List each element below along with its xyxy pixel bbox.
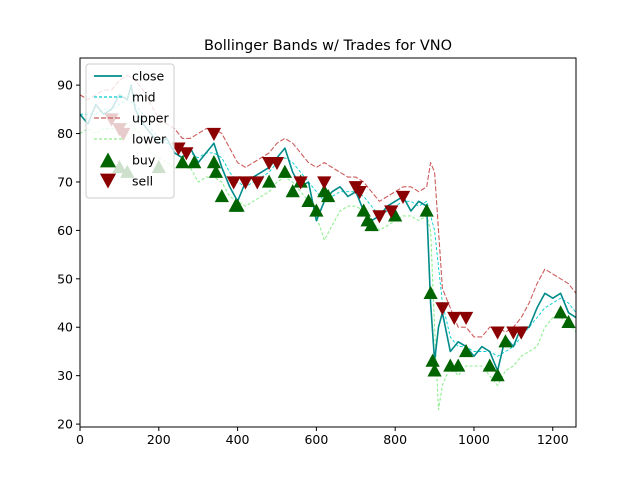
sell-marker (179, 147, 194, 161)
sell-marker (395, 190, 411, 204)
x-tick-label: 400 (226, 432, 250, 447)
buy-marker (321, 188, 336, 203)
buy-marker (419, 203, 434, 217)
axes-frame (79, 57, 577, 428)
buy-marker (553, 305, 568, 319)
sell-marker (250, 176, 265, 190)
sell-marker (435, 302, 450, 316)
legend: close mid upper lower buy sell (85, 63, 175, 199)
legend-label-close: close (132, 69, 165, 84)
x-tick-label: 600 (304, 432, 328, 447)
y-tick-label: 50 (57, 271, 73, 286)
sell-marker (490, 326, 505, 340)
sell-marker (171, 142, 186, 156)
sell-marker (238, 176, 253, 190)
buy-marker (309, 203, 324, 217)
buy-marker (277, 164, 292, 178)
buy-marker (187, 155, 202, 169)
legend-label-mid: mid (132, 90, 156, 105)
y-tick-label: 40 (57, 320, 73, 335)
sell-marker (226, 176, 241, 190)
legend-label-lower: lower (132, 132, 167, 147)
x-tick-label: 1000 (458, 432, 490, 447)
buy-marker (490, 368, 505, 382)
x-tick-label: 800 (383, 432, 407, 447)
buy-marker (458, 343, 474, 358)
legend-label-buy: buy (132, 153, 156, 168)
buy-marker (427, 363, 442, 377)
buy-marker (214, 188, 229, 203)
y-tick-label: 60 (57, 223, 73, 238)
buy-marker (230, 198, 245, 212)
buy-marker (301, 193, 316, 207)
legend-swatch-buy (99, 152, 117, 168)
x-tick-label: 200 (147, 432, 171, 447)
y-tick-label: 70 (57, 174, 73, 189)
sell-marker (352, 186, 367, 200)
buy-marker (388, 208, 403, 222)
sell-marker (269, 156, 285, 171)
buy-marker (423, 285, 438, 299)
legend-label-sell: sell (132, 174, 153, 189)
buy-marker (364, 218, 379, 232)
buy-marker (425, 353, 440, 367)
y-tick-label: 20 (57, 417, 73, 432)
buy-marker (482, 358, 497, 372)
sell-marker (514, 326, 529, 340)
sell-marker (372, 210, 387, 224)
buy-marker (561, 314, 576, 329)
x-tick-label: 0 (76, 432, 84, 447)
sell-marker (458, 311, 474, 326)
sell-marker (293, 176, 308, 190)
buy-marker (206, 155, 222, 169)
sell-marker (384, 205, 399, 219)
y-tick-label: 80 (57, 126, 73, 141)
sell-marker (317, 176, 332, 190)
sell-marker (447, 311, 462, 326)
buy-marker (451, 358, 466, 372)
sell-marker (206, 127, 222, 142)
y-tick-label: 30 (57, 368, 73, 383)
chart-title: Bollinger Bands w/ Trades for VNO (204, 38, 452, 54)
legend-swatch-sell (99, 173, 117, 189)
axes: 0 200 400 600 800 1000 1200 20 30 40 50 60 70 80 90 (57, 57, 577, 447)
buy-marker (261, 174, 277, 188)
legend-label-upper: upper (132, 111, 169, 126)
x-tick-label: 1200 (537, 432, 569, 447)
buy-marker (208, 164, 224, 178)
y-tick-label: 90 (57, 78, 73, 93)
buy-marker (175, 155, 190, 169)
buy-marker (285, 184, 300, 198)
buy-marker (498, 334, 513, 348)
buy-marker (356, 203, 371, 217)
